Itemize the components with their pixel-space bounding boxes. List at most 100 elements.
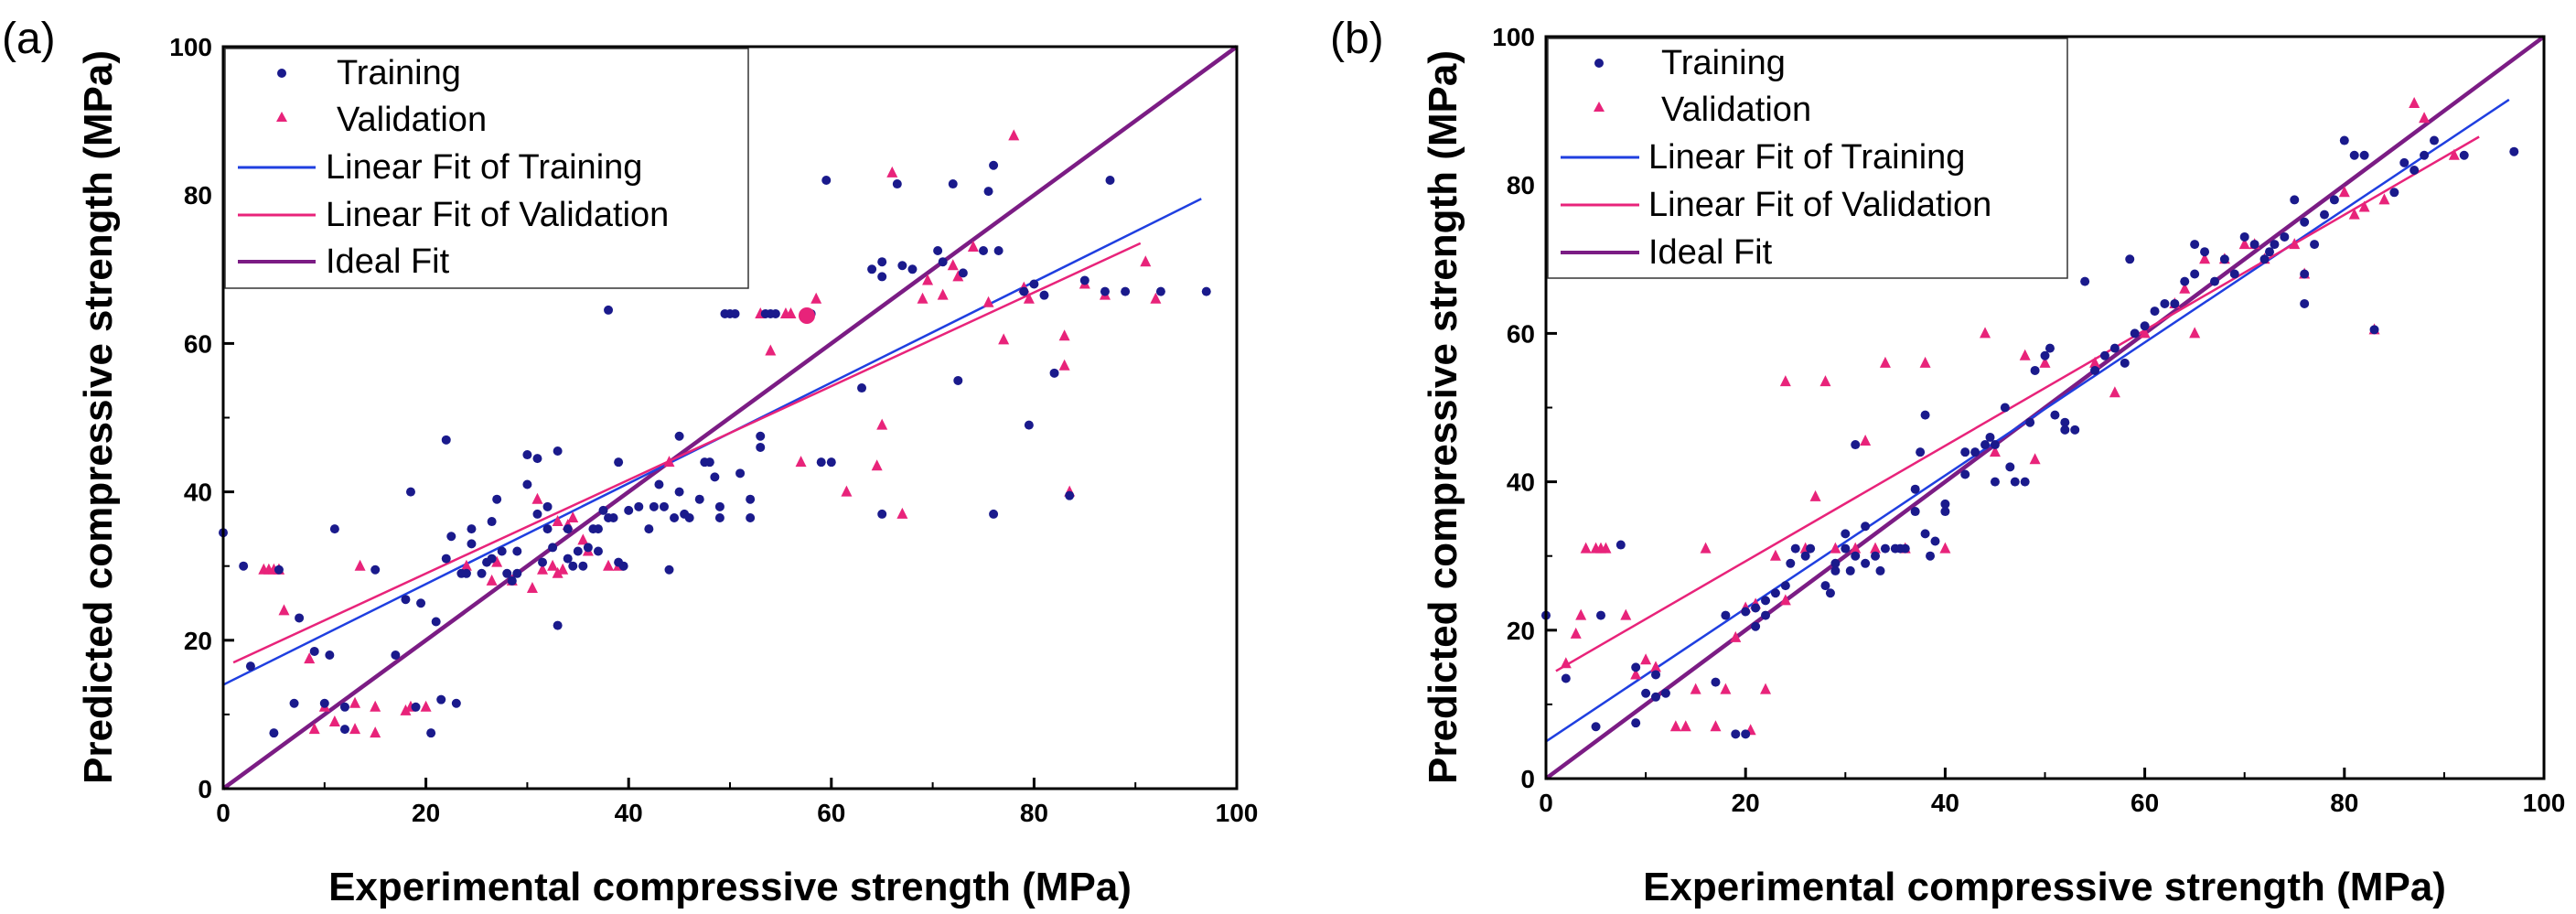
panel-b-validation-point: [1560, 657, 1572, 669]
panel-a-training-point: [446, 532, 456, 542]
panel-a-x-tick-label: 0: [216, 799, 231, 827]
panel-b-training-point: [1761, 610, 1771, 620]
panel-b-training-point: [1960, 469, 1970, 479]
panel-a-validation-point: [795, 456, 807, 468]
panel-b-validation-point: [2378, 193, 2390, 205]
panel-b-x-tick-label: 60: [2131, 789, 2159, 817]
panel-b-training-point: [2005, 462, 2015, 472]
panel-a-training-point: [1121, 286, 1131, 296]
panel-b-training-point: [2070, 425, 2080, 435]
panel-b-training-point: [2090, 365, 2100, 375]
panel-a-training-point: [512, 568, 522, 578]
panel-b-training-point: [2130, 328, 2140, 339]
panel-a-training-point: [451, 698, 461, 708]
panel-b-training-point: [1806, 543, 1816, 554]
panel-a-validation-point: [917, 292, 928, 304]
panel-b-training-point: [2459, 150, 2469, 160]
panel-b-x-axis-title: Experimental compressive strength (MPa): [1643, 865, 2446, 909]
panel-a-training-point: [746, 512, 756, 522]
panel-a-y-tick-label: 60: [184, 329, 212, 358]
panel-b-validation-point: [2019, 349, 2031, 360]
panel-a-training-point: [674, 431, 684, 441]
panel-b-validation-point: [1620, 608, 1632, 620]
panel-a-training-point: [746, 494, 756, 504]
panel-a-training-point: [339, 725, 349, 735]
panel-b-training-point: [1851, 440, 1861, 450]
panel-b-training-point: [1940, 507, 1950, 517]
panel-a-training-point: [1065, 490, 1075, 500]
panel-a-training-point: [634, 501, 644, 511]
panel-a-training-point: [467, 539, 477, 549]
panel-a-training-point: [339, 702, 349, 712]
panel-a-training-point: [502, 568, 512, 578]
panel-a-validation-point: [557, 563, 569, 575]
panel-a-training-point: [654, 479, 664, 489]
panel-a-validation-point: [1058, 329, 1070, 341]
panel-a-training-point: [593, 546, 603, 556]
panel-b-training-point: [2140, 321, 2150, 331]
panel-a-training-point: [608, 512, 618, 522]
panel-a-training-point: [538, 557, 548, 567]
panel-a-validation-point: [896, 507, 908, 519]
panel-b-training-point: [1830, 565, 1841, 575]
panel-b-validation-point: [1630, 668, 1642, 680]
panel-a-validation-point: [998, 333, 1010, 345]
panel-a-training-point: [614, 457, 624, 468]
panel-b-training-point: [1761, 596, 1771, 606]
panel-a-validation-point: [328, 715, 340, 727]
panel-a-training-point: [618, 561, 628, 571]
panel-a-validation-point: [876, 418, 888, 430]
panel-a-training-point: [933, 246, 943, 256]
panel-a-training-point: [477, 568, 487, 578]
panel-b-validation-point: [2029, 453, 2041, 465]
panel-b-training-point: [2300, 217, 2310, 227]
panel-a-training-point: [309, 646, 319, 656]
panel-b-training-point: [1631, 718, 1641, 728]
panel-a-training-point: [644, 524, 654, 534]
panel-b-training-point: [2010, 477, 2020, 487]
panel-b-training-point: [2125, 254, 2135, 264]
panel-a-training-point: [329, 524, 339, 534]
panel-a-fit-validation-line: [232, 242, 1142, 664]
panel-a-training-point: [907, 264, 918, 274]
panel-b-training-point: [1825, 588, 1835, 598]
panel-b-training-point: [1770, 588, 1780, 598]
panel-a-training-point: [983, 187, 993, 197]
panel-b-validation-point: [1879, 356, 1891, 368]
panel-b-validation-point: [1760, 683, 1772, 694]
panel-a-training-point: [770, 308, 780, 318]
panel-a-training-point: [426, 728, 436, 738]
panel-a-validation-point: [765, 344, 777, 356]
panel-a-validation-point: [526, 582, 538, 594]
panel-b-training-point: [1926, 551, 1936, 561]
panel-b-training-point: [1751, 603, 1761, 613]
panel-a-validation-point: [486, 574, 498, 586]
panel-b-validation-point: [2238, 238, 2250, 250]
panel-b-y-tick-label: 80: [1507, 171, 1535, 199]
panel-a-plot-area: [219, 45, 1239, 790]
panel-a-training-point: [989, 509, 999, 519]
panel-a-validation-point: [947, 259, 959, 271]
panel-b-training-point: [2310, 240, 2320, 250]
panel-b-legend: Training Validation Linear Fit of Traini…: [1547, 38, 2068, 279]
panel-b-validation-point: [1640, 653, 1652, 665]
panel-a-training-point: [816, 457, 826, 468]
panel-b-training-point: [2120, 358, 2130, 368]
panel-b-y-axis-title: Predicted compressive strength (MPa): [1421, 50, 1465, 784]
panel-b-training-point: [2000, 403, 2010, 413]
panel-b-training-point: [2300, 269, 2310, 279]
panel-b-training-point: [2429, 135, 2439, 145]
panel-b-training-point: [2249, 240, 2259, 250]
panel-a-training-point: [583, 543, 593, 553]
panel-b-training-point: [1790, 543, 1800, 554]
panel-a-validation-point: [1140, 255, 1152, 267]
panel-b-validation-point: [2289, 238, 2301, 250]
panel-a-training-point: [756, 431, 766, 441]
panel-a-training-point: [553, 446, 563, 456]
panel-b-y-tick-label: 100: [1492, 23, 1535, 51]
panel-a-training-point: [573, 546, 583, 556]
panel-a-validation-point: [531, 492, 543, 504]
panel-a-training-point: [548, 543, 558, 553]
panel-a-training-point: [953, 375, 963, 385]
